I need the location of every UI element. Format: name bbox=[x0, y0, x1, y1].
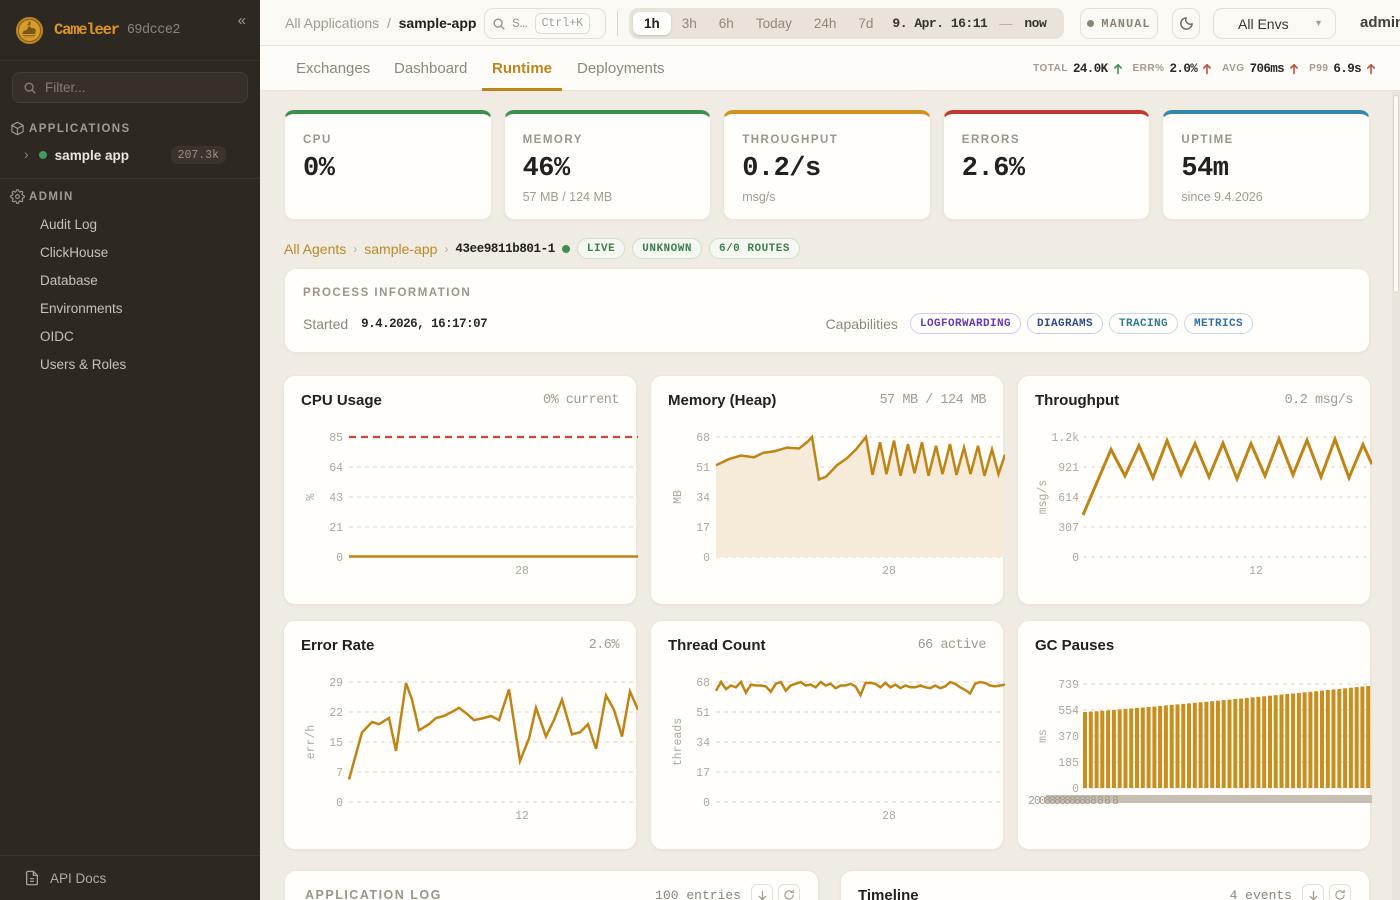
svg-text:err/h: err/h bbox=[305, 725, 318, 760]
svg-text:8: 8 bbox=[1090, 795, 1097, 808]
svg-text:8: 8 bbox=[1044, 795, 1051, 808]
svg-text:0: 0 bbox=[1072, 783, 1079, 796]
svg-text:185: 185 bbox=[1058, 757, 1079, 770]
svg-text:68: 68 bbox=[696, 677, 710, 690]
svg-text:1.2k: 1.2k bbox=[1051, 432, 1079, 445]
svg-text:307: 307 bbox=[1058, 522, 1079, 535]
svg-text:8: 8 bbox=[1054, 795, 1061, 808]
svg-text:7: 7 bbox=[336, 767, 343, 780]
svg-text:8: 8 bbox=[1079, 795, 1086, 808]
svg-text:0: 0 bbox=[1039, 795, 1046, 808]
svg-text:85: 85 bbox=[329, 432, 343, 445]
svg-text:2: 2 bbox=[1028, 795, 1035, 808]
svg-text:554: 554 bbox=[1058, 705, 1079, 718]
svg-text:0: 0 bbox=[336, 552, 343, 565]
svg-text:12: 12 bbox=[515, 810, 529, 823]
svg-text:0: 0 bbox=[703, 797, 710, 810]
svg-text:17: 17 bbox=[696, 522, 710, 535]
svg-text:%: % bbox=[305, 493, 318, 500]
svg-text:21: 21 bbox=[329, 522, 343, 535]
svg-text:15: 15 bbox=[329, 737, 343, 750]
svg-text:51: 51 bbox=[696, 707, 710, 720]
svg-text:614: 614 bbox=[1058, 492, 1079, 505]
svg-text:0: 0 bbox=[336, 797, 343, 810]
svg-text:8: 8 bbox=[1059, 795, 1066, 808]
svg-text:8: 8 bbox=[1112, 795, 1119, 808]
svg-text:43: 43 bbox=[329, 492, 343, 505]
svg-text:51: 51 bbox=[696, 462, 710, 475]
svg-text:921: 921 bbox=[1058, 462, 1079, 475]
svg-text:64: 64 bbox=[329, 462, 343, 475]
svg-text:17: 17 bbox=[696, 767, 710, 780]
svg-text:8: 8 bbox=[1069, 795, 1076, 808]
svg-text:8: 8 bbox=[1104, 795, 1111, 808]
svg-text:msg/s: msg/s bbox=[1037, 480, 1050, 515]
svg-text:12: 12 bbox=[1249, 565, 1263, 578]
svg-text:28: 28 bbox=[882, 810, 896, 823]
svg-text:MB: MB bbox=[672, 490, 685, 504]
svg-text:threads: threads bbox=[672, 718, 685, 766]
svg-text:34: 34 bbox=[696, 737, 710, 750]
svg-text:28: 28 bbox=[515, 565, 529, 578]
svg-text:29: 29 bbox=[329, 677, 343, 690]
svg-text:8: 8 bbox=[1084, 795, 1091, 808]
svg-text:28: 28 bbox=[882, 565, 896, 578]
svg-text:739: 739 bbox=[1058, 679, 1079, 692]
svg-text:8: 8 bbox=[1064, 795, 1071, 808]
svg-text:370: 370 bbox=[1058, 731, 1079, 744]
svg-text:0: 0 bbox=[703, 552, 710, 565]
svg-text:0: 0 bbox=[1034, 795, 1041, 808]
svg-text:34: 34 bbox=[696, 492, 710, 505]
svg-text:8: 8 bbox=[1049, 795, 1056, 808]
svg-text:8: 8 bbox=[1074, 795, 1081, 808]
svg-text:68: 68 bbox=[696, 432, 710, 445]
svg-text:0: 0 bbox=[1072, 552, 1079, 565]
svg-text:ms: ms bbox=[1037, 729, 1050, 743]
svg-text:22: 22 bbox=[329, 707, 343, 720]
svg-text:8: 8 bbox=[1097, 795, 1104, 808]
